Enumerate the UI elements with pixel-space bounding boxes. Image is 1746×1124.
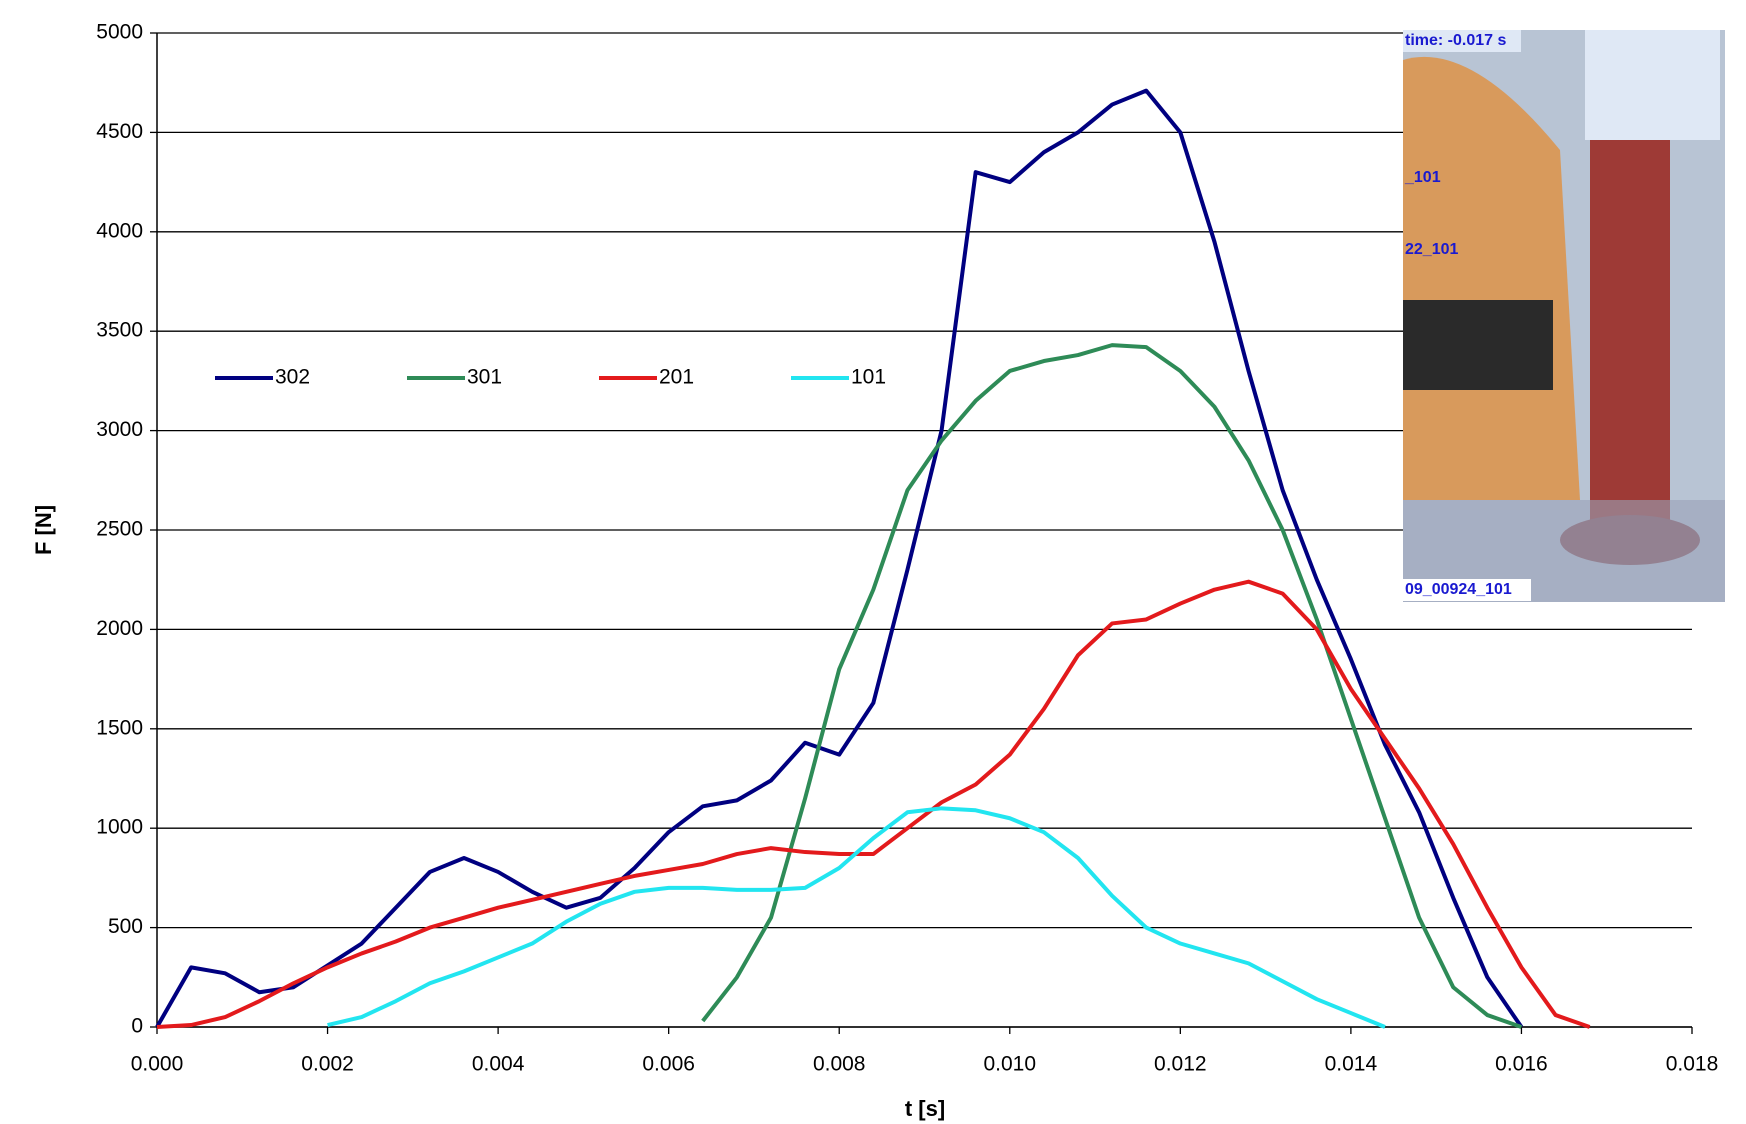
y-tick-label: 500 bbox=[108, 915, 143, 938]
legend-label: 301 bbox=[467, 366, 502, 389]
leg bbox=[1590, 140, 1670, 520]
car-grille bbox=[1403, 300, 1553, 390]
x-axis-label: t [s] bbox=[905, 1096, 945, 1121]
y-tick-label: 0 bbox=[131, 1015, 143, 1038]
x-tick-label: 0.004 bbox=[472, 1053, 525, 1076]
x-tick-label: 0.008 bbox=[813, 1053, 866, 1076]
y-tick-label: 3500 bbox=[96, 319, 143, 342]
y-tick-label: 1000 bbox=[96, 816, 143, 839]
y-tick-label: 2000 bbox=[96, 617, 143, 640]
y-tick-label: 5000 bbox=[96, 21, 143, 44]
photo-inset bbox=[1403, 30, 1725, 602]
photo-annotation: time: -0.017 s bbox=[1405, 32, 1506, 49]
x-tick-label: 0.014 bbox=[1325, 1053, 1378, 1076]
x-tick-label: 0.016 bbox=[1495, 1053, 1548, 1076]
x-tick-label: 0.002 bbox=[301, 1053, 354, 1076]
legend-label: 101 bbox=[851, 366, 886, 389]
x-tick-label: 0.012 bbox=[1154, 1053, 1207, 1076]
y-tick-label: 2500 bbox=[96, 518, 143, 541]
y-tick-label: 3000 bbox=[96, 418, 143, 441]
y-axis-label: F [N] bbox=[31, 505, 56, 555]
x-tick-label: 0.006 bbox=[642, 1053, 695, 1076]
photo-annotation: _101 bbox=[1404, 169, 1441, 186]
x-tick-label: 0.010 bbox=[983, 1053, 1036, 1076]
x-tick-label: 0.000 bbox=[131, 1053, 184, 1076]
y-tick-label: 4000 bbox=[96, 219, 143, 242]
y-tick-label: 4500 bbox=[96, 120, 143, 143]
arm bbox=[1585, 30, 1720, 140]
x-tick-label: 0.018 bbox=[1666, 1053, 1719, 1076]
photo-annotation: 09_00924_101 bbox=[1405, 581, 1512, 598]
photo-annotation: 22_101 bbox=[1405, 241, 1458, 258]
chart: t [s] F [N] 0 500 1000 1500 2000 2500 3000 3500… bbox=[0, 0, 1746, 1124]
y-tick-label: 1500 bbox=[96, 716, 143, 739]
legend-label: 201 bbox=[659, 366, 694, 389]
legend-label: 302 bbox=[275, 366, 310, 389]
